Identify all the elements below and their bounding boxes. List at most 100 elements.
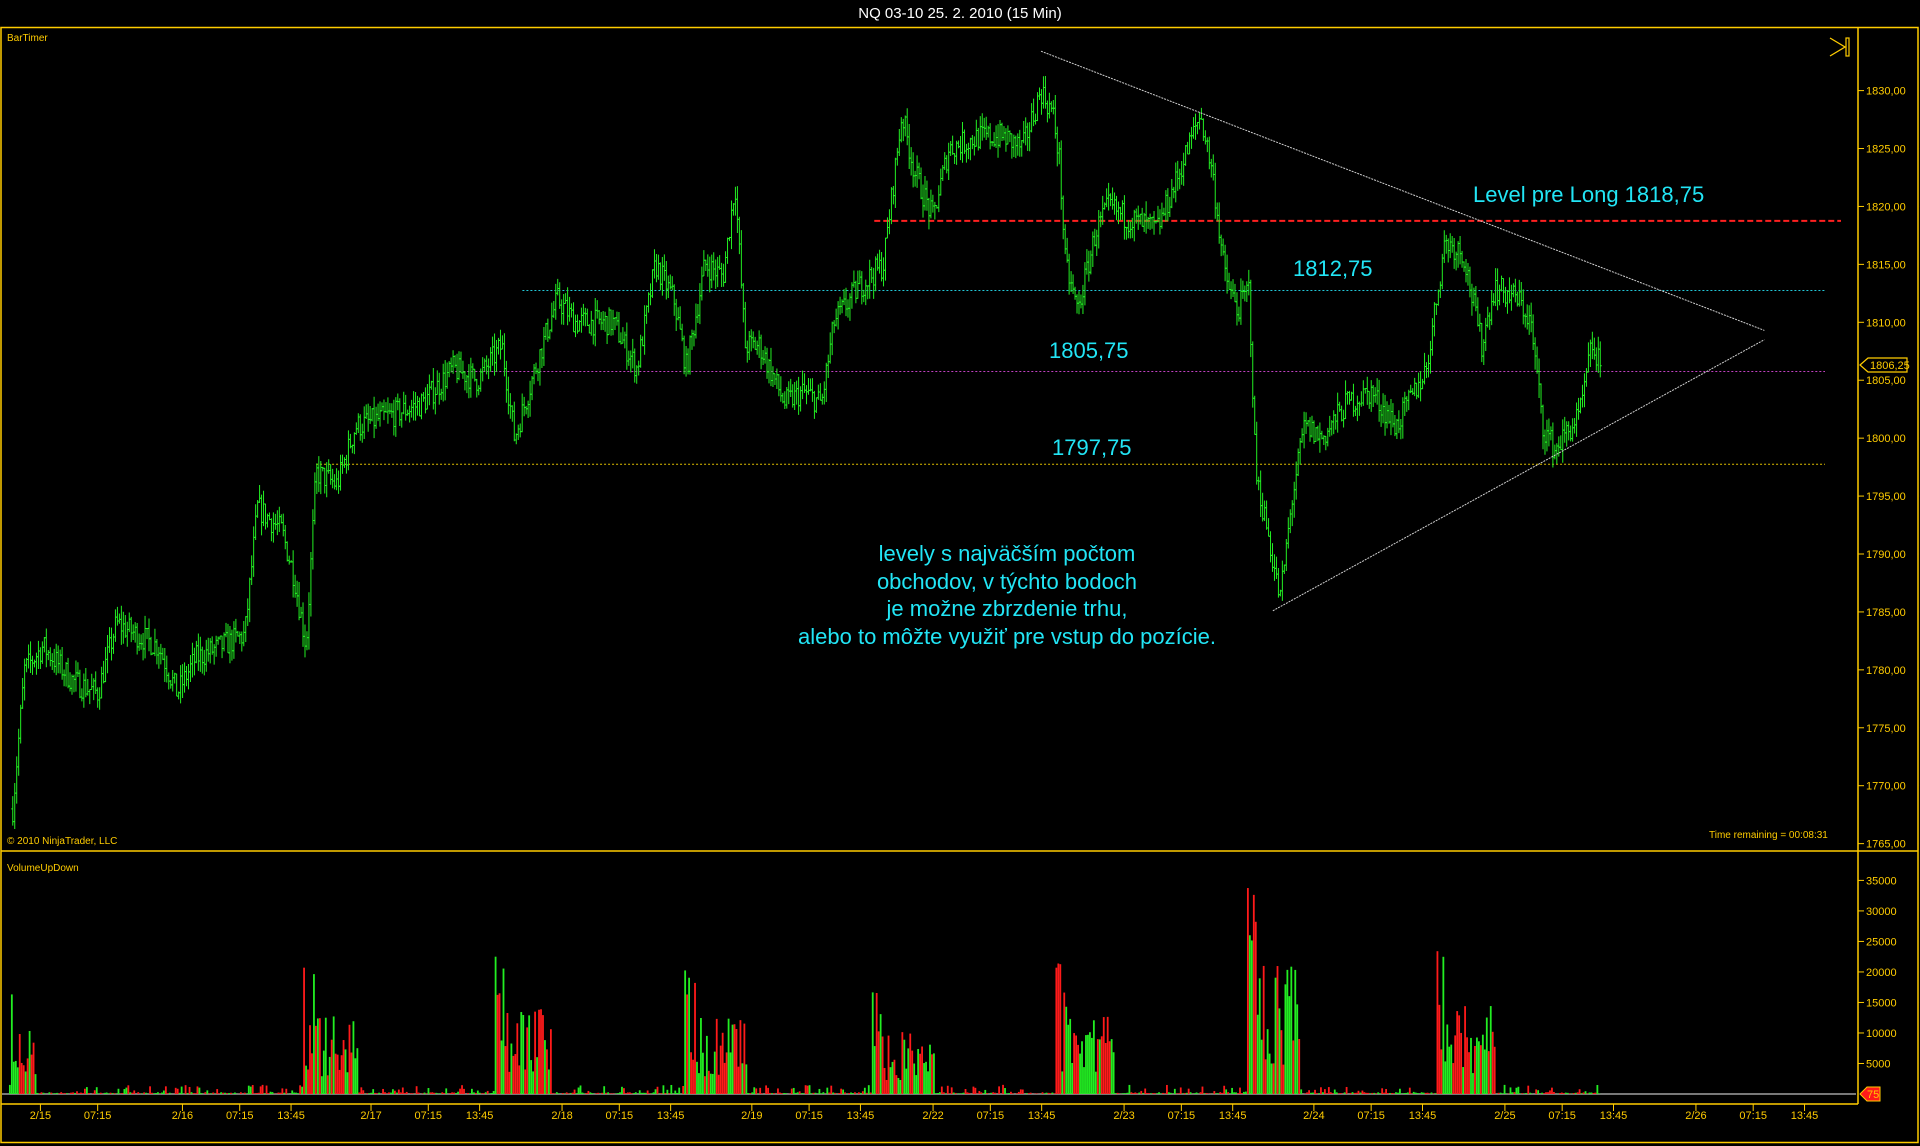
volume-bar: [78, 1093, 80, 1094]
volume-bar: [700, 1018, 702, 1094]
volume-bar: [522, 1015, 525, 1094]
price-bar: [498, 329, 502, 360]
volume-bar: [1162, 1092, 1164, 1094]
last-price-text: 1806,25: [1870, 360, 1910, 372]
price-bar: [631, 338, 635, 369]
price-bar: [834, 308, 838, 327]
price-bar: [1192, 117, 1196, 139]
volume-bar: [1558, 1093, 1561, 1094]
volume-bar: [1225, 1089, 1228, 1094]
volume-bar: [30, 1054, 33, 1094]
volume-bar: [8, 1084, 11, 1094]
price-bar: [254, 504, 258, 540]
price-bar: [966, 142, 970, 160]
volume-bar: [808, 1085, 811, 1094]
volume-bar: [765, 1085, 768, 1094]
price-bar: [1166, 188, 1170, 222]
volume-bar: [1112, 1052, 1115, 1094]
price-bar: [202, 649, 206, 676]
trendline[interactable]: [1040, 50, 1765, 331]
volume-bar: [1379, 1093, 1382, 1094]
price-bar: [955, 140, 959, 165]
price-bar: [824, 362, 828, 403]
price-bar: [406, 409, 410, 416]
volume-bar: [1316, 1093, 1318, 1094]
price-bar: [787, 381, 791, 405]
volume-bar: [1576, 1092, 1579, 1094]
volume-bar: [911, 1050, 914, 1094]
volume-bar: [907, 1048, 910, 1094]
volume-bar: [838, 1093, 841, 1094]
price-bar: [467, 364, 471, 399]
price-bar: [40, 641, 44, 664]
price-bar: [1547, 418, 1551, 447]
volume-bar: [1012, 1093, 1014, 1094]
play-to-end-icon[interactable]: [1829, 37, 1850, 57]
volume-bar: [1458, 1015, 1461, 1094]
price-bar: [777, 374, 781, 397]
price-bar: [339, 454, 343, 491]
volume-bar: [164, 1086, 167, 1094]
volume-bar: [506, 1013, 509, 1094]
volume-bar: [840, 1088, 843, 1094]
price-bar: [1128, 221, 1132, 239]
price-bar: [617, 312, 621, 343]
volume-bar: [111, 1093, 114, 1094]
volume-bar: [1290, 966, 1293, 1094]
price-bar: [1460, 250, 1464, 268]
volume-bar: [1019, 1089, 1022, 1094]
time-tick-label: 13:45: [657, 1110, 685, 1122]
price-bar: [1425, 362, 1429, 379]
price-bar: [1164, 190, 1168, 222]
price-bar: [949, 141, 953, 156]
price-bar: [1407, 389, 1411, 411]
volume-bar: [1320, 1087, 1322, 1094]
volume-axis[interactable]: 35000 30000 25000 20000 15000 10000 5000: [1858, 875, 1897, 1070]
price-bar: [1411, 388, 1415, 395]
price-bar: [337, 470, 341, 494]
price-bar: [1470, 283, 1474, 316]
volume-bar: [151, 1092, 153, 1094]
price-bar: [1450, 236, 1454, 253]
volume-bar: [1397, 1092, 1399, 1094]
volume-bar: [318, 1018, 321, 1094]
time-tick-label: 07:15: [415, 1110, 443, 1122]
price-bar: [698, 283, 702, 325]
volume-bar: [127, 1085, 130, 1094]
trendline[interactable]: [1272, 339, 1765, 612]
volume-bar: [1241, 1093, 1243, 1094]
price-bar: [874, 256, 878, 292]
price-bar: [749, 329, 753, 352]
price-axis[interactable]: 1830,00 1825,00 1820,00 1815,00 1810,00 1805,…: [1858, 86, 1906, 851]
time-tick-label: 2/25: [1494, 1110, 1515, 1122]
volume-bar: [1122, 1093, 1125, 1094]
price-bar: [759, 334, 763, 370]
price-bar: [271, 512, 275, 543]
price-bar: [1509, 284, 1513, 311]
price-bar: [1286, 517, 1290, 549]
volume-bar: [858, 1092, 860, 1094]
price-bar: [1375, 378, 1379, 405]
volume-bar: [703, 1076, 706, 1094]
price-bar: [619, 332, 623, 345]
price-bar: [171, 669, 175, 692]
volume-bar: [1276, 966, 1279, 1094]
volume-bar: [767, 1087, 769, 1094]
volume-bar: [723, 1062, 726, 1094]
price-bar: [196, 633, 200, 671]
volume-bar: [810, 1093, 813, 1094]
price-tick-label: 1765,00: [1866, 839, 1906, 851]
price-bar: [1067, 253, 1071, 295]
volume-bar: [1389, 1093, 1391, 1094]
price-bar: [1201, 118, 1205, 142]
time-axis[interactable]: 2/15 07:15 2/16 07:15 13:45 2/17 07:15 13:45 2/1…: [30, 1104, 1819, 1122]
volume-bar: [567, 1093, 570, 1094]
price-bar: [356, 413, 360, 433]
volume-bar: [352, 1021, 355, 1094]
volume-bar: [1256, 1014, 1259, 1094]
price-bar: [143, 615, 147, 659]
price-bar: [911, 152, 915, 188]
volume-bar: [1318, 1093, 1320, 1094]
volume-bar: [707, 1070, 710, 1094]
